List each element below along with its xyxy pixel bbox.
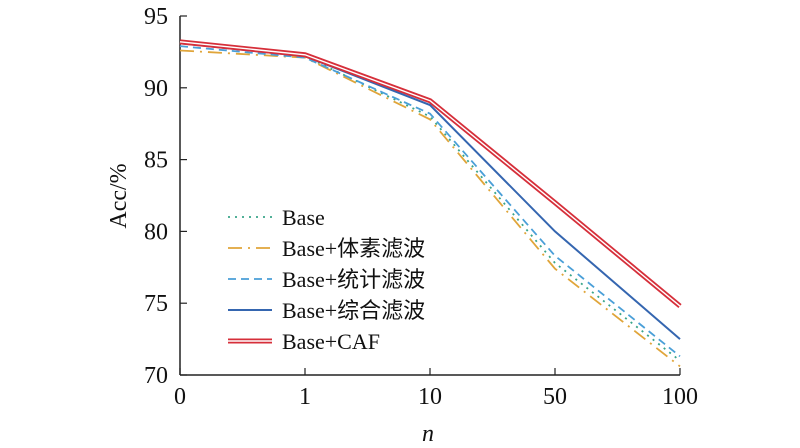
series-5	[179, 39, 682, 308]
legend: Base Base+体素滤波 Base+统计滤波 Base+综合滤波 Base+CAF	[228, 205, 425, 354]
x-tick-label: 10	[418, 384, 442, 410]
legend-label: Base	[282, 205, 325, 230]
legend-item: Base+CAF	[228, 329, 380, 354]
series-2	[179, 49, 681, 368]
y-tick-label: 75	[144, 291, 168, 317]
series-1	[179, 42, 681, 362]
y-tick-label: 80	[144, 219, 168, 245]
y-tick-label: 70	[144, 363, 168, 389]
series-line-inner	[179, 41, 681, 307]
legend-item: Base	[228, 205, 325, 230]
series-3	[179, 45, 681, 358]
x-tick-label: 1	[299, 384, 311, 410]
legend-item: Base+统计滤波	[228, 267, 425, 292]
legend-label: Base+体素滤波	[282, 236, 425, 261]
series-line	[179, 42, 681, 340]
series-line	[179, 42, 681, 362]
legend-item: Base+综合滤波	[228, 298, 425, 323]
legend-label: Base+CAF	[282, 329, 380, 354]
x-tick-label: 100	[662, 384, 698, 410]
x-axis-title: n	[422, 421, 434, 447]
series-layer	[179, 39, 682, 368]
x-tick-label: 50	[543, 384, 567, 410]
axes: 0 1 10 50 100 70 75 80 85 90 95	[144, 4, 698, 410]
y-axis-title: Acc/%	[106, 163, 132, 228]
y-tick-label: 85	[144, 148, 168, 174]
legend-label: Base+统计滤波	[282, 267, 425, 292]
series-line-outer	[179, 39, 682, 308]
y-tick-label: 95	[144, 4, 168, 30]
series-4	[179, 42, 681, 340]
legend-item: Base+体素滤波	[228, 236, 425, 261]
y-tick-label: 90	[144, 76, 168, 102]
legend-label: Base+综合滤波	[282, 298, 425, 323]
series-line	[179, 45, 681, 358]
x-tick-label: 0	[174, 384, 186, 410]
series-line	[179, 49, 681, 368]
